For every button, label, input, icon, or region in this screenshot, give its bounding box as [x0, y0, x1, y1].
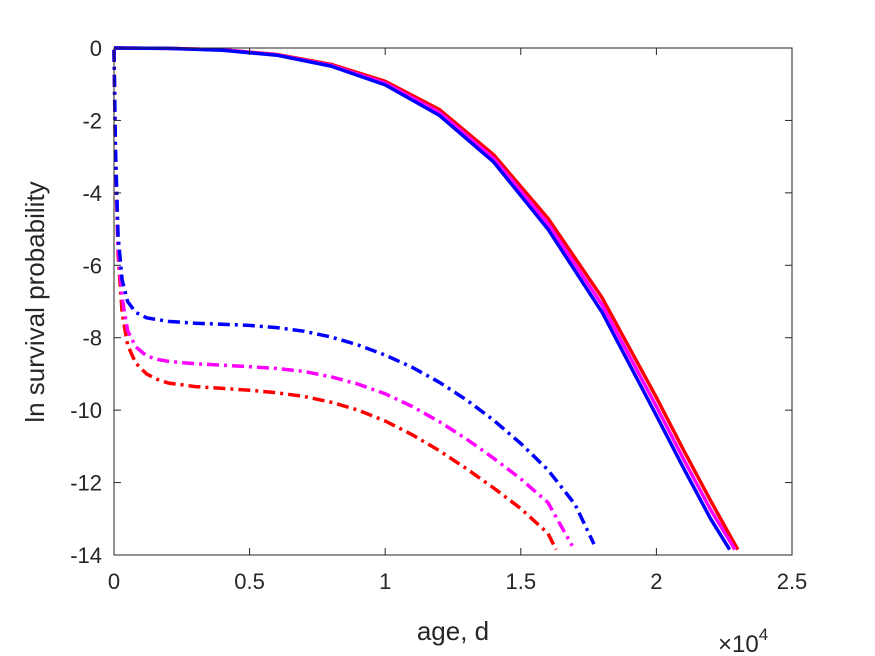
- y-tick-label: -2: [82, 108, 102, 133]
- x-tick-label: 0.5: [234, 569, 265, 594]
- dashdot-series-line-4: [112, 49, 574, 547]
- solid-series-line-2: [113, 46, 732, 551]
- y-tick-label: -12: [70, 471, 102, 496]
- x-tick-label: 1: [379, 569, 391, 594]
- x-tick-label: 1.5: [506, 569, 537, 594]
- y-axis-ticks: 0 -2 -4 -6 -8 -10 -12 -14: [70, 36, 792, 568]
- x-axis-exponent-power: 4: [759, 625, 768, 644]
- x-axis-ticks: 0 0.5 1 1.5 2 2.5: [108, 48, 807, 594]
- x-tick-label: 0: [108, 569, 120, 594]
- y-tick-label: -8: [82, 326, 102, 351]
- plot-background: [114, 48, 792, 555]
- x-axis-label: age, d: [417, 616, 489, 646]
- x-tick-label: 2.5: [777, 569, 808, 594]
- x-axis-exponent: ×104: [718, 625, 768, 656]
- y-tick-label: 0: [90, 36, 102, 61]
- dashdot-series-line-3: [112, 49, 558, 551]
- y-tick-label: -10: [70, 398, 102, 423]
- dashdot-series-line-5: [112, 49, 596, 545]
- x-axis-exponent-base: ×10: [718, 631, 759, 656]
- x-tick-label: 2: [650, 569, 662, 594]
- y-tick-label: -14: [70, 543, 102, 568]
- y-axis-label: ln survival probability: [20, 181, 50, 422]
- y-tick-label: -6: [82, 253, 102, 278]
- plot-frame: [113, 47, 793, 556]
- y-tick-label: -4: [82, 181, 102, 206]
- series-layer: [112, 46, 740, 551]
